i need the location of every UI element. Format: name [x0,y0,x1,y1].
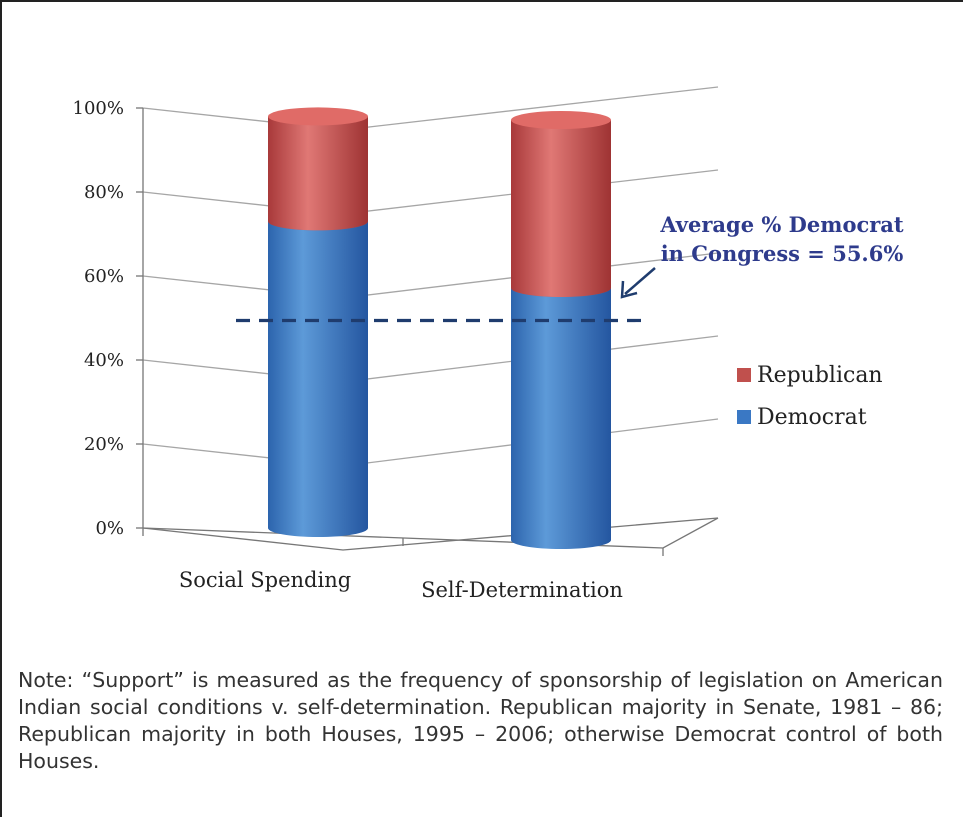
annotation-line-1: Average % Democrat [659,212,904,237]
legend-label-republican: Republican [757,363,883,388]
legend-label-democrat: Democrat [757,405,867,430]
legend-swatch-republican [737,368,751,382]
bar-top [268,107,368,126]
bar-republican-2 [511,111,611,297]
annotation-line-2: in Congress = 55.6% [661,241,904,266]
bar-body [511,288,611,549]
plot-background [36,55,963,630]
annotation-arrow [624,267,656,295]
bar-body [511,120,611,297]
y-tick-label: 60% [84,266,124,287]
figure-note: Note: “Support” is measured as the frequ… [18,668,943,773]
annotation-arrowhead [620,280,638,299]
reference-line-group: Average % Democrat in Congress = 55.6% [236,212,904,323]
y-tick-label: 100% [73,98,124,119]
legend: Republican Democrat [737,363,883,430]
bar-democrat-1 [268,212,368,537]
stacked-bar-chart: 0% 20% 40% 60% 80% 100% Average % Democrat in … [36,55,963,630]
bar-republican-1 [268,107,368,231]
bars [268,107,611,549]
y-tick-label: 0% [95,518,124,539]
y-axis-ticks: 0% 20% 40% 60% 80% 100% [73,98,124,539]
x-category-label: Self-Determination [421,578,623,602]
legend-swatch-democrat [737,410,751,424]
y-tick-label: 80% [84,182,124,203]
bar-body [268,221,368,537]
x-category-label: Social Spending [179,568,351,592]
y-tick-label: 20% [84,434,124,455]
bar-top [511,111,611,129]
bar-body [268,116,368,231]
y-tick-label: 40% [84,350,124,371]
x-axis-labels: Social Spending Self-Determination [179,568,623,602]
